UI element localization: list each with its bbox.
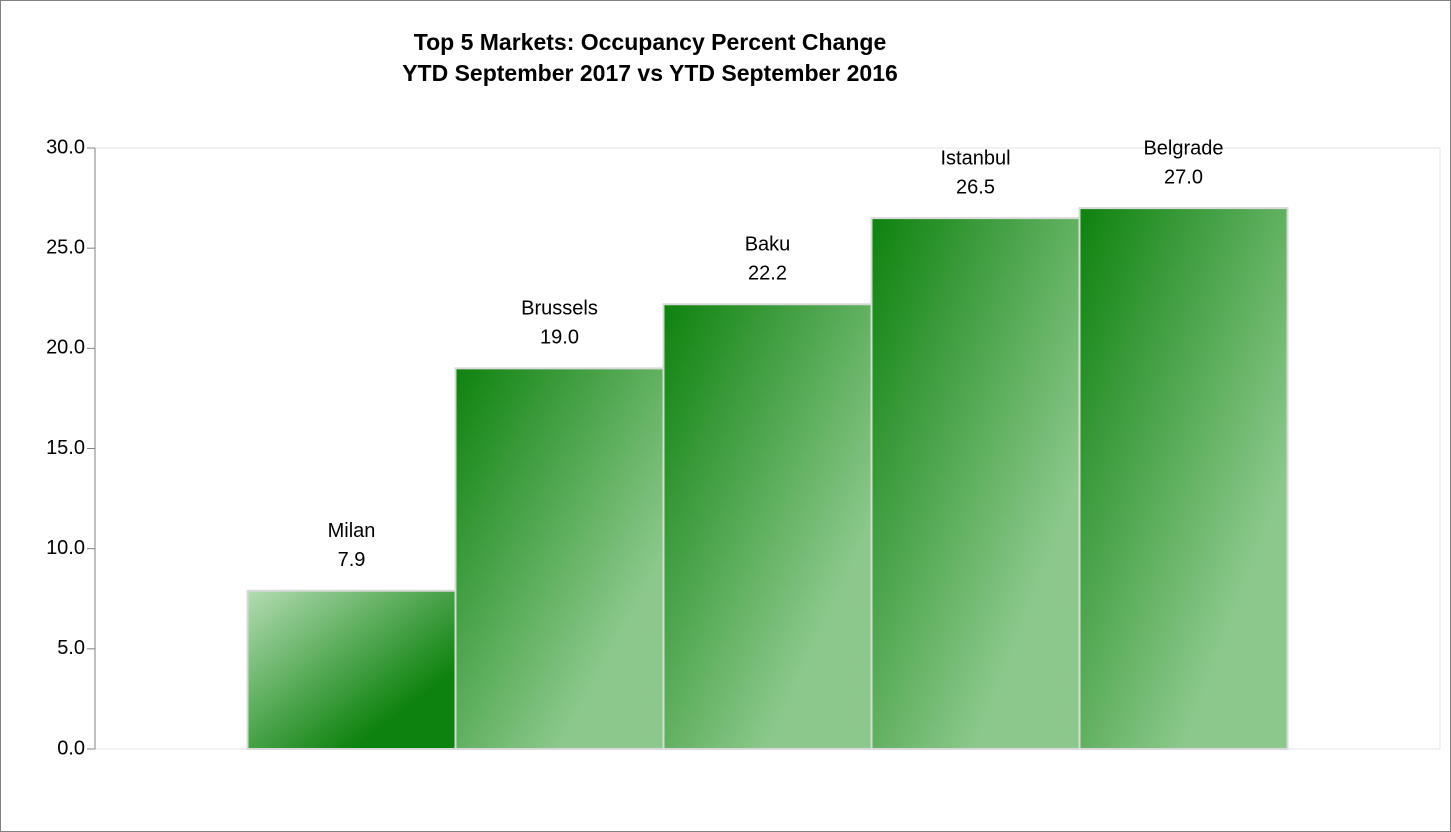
y-tick-label: 30.0 xyxy=(46,136,85,158)
category-label: Milan xyxy=(328,520,376,542)
chart-subtitle: YTD September 2017 vs YTD September 2016 xyxy=(402,60,898,86)
data-label: 26.5 xyxy=(956,176,995,198)
y-tick-label: 20.0 xyxy=(46,337,85,359)
data-label: 19.0 xyxy=(540,327,579,349)
category-label: Istanbul xyxy=(940,147,1010,169)
chart-title: Top 5 Markets: Occupancy Percent Change xyxy=(414,29,887,55)
category-label: Brussels xyxy=(521,298,598,320)
y-tick-label: 25.0 xyxy=(46,236,85,258)
y-tick-label: 15.0 xyxy=(46,437,85,459)
data-label: 27.0 xyxy=(1164,166,1203,188)
category-label: Belgrade xyxy=(1143,137,1223,159)
bar xyxy=(870,217,1081,751)
bar xyxy=(1078,207,1289,751)
category-label: Baku xyxy=(745,234,791,256)
y-tick-label: 10.0 xyxy=(46,537,85,559)
y-tick-label: 5.0 xyxy=(57,637,85,659)
bar xyxy=(662,303,873,750)
bar xyxy=(454,367,665,750)
data-label: 7.9 xyxy=(338,549,366,571)
y-tick-label: 0.0 xyxy=(57,737,85,759)
bar xyxy=(246,589,457,751)
data-label: 22.2 xyxy=(748,263,787,285)
